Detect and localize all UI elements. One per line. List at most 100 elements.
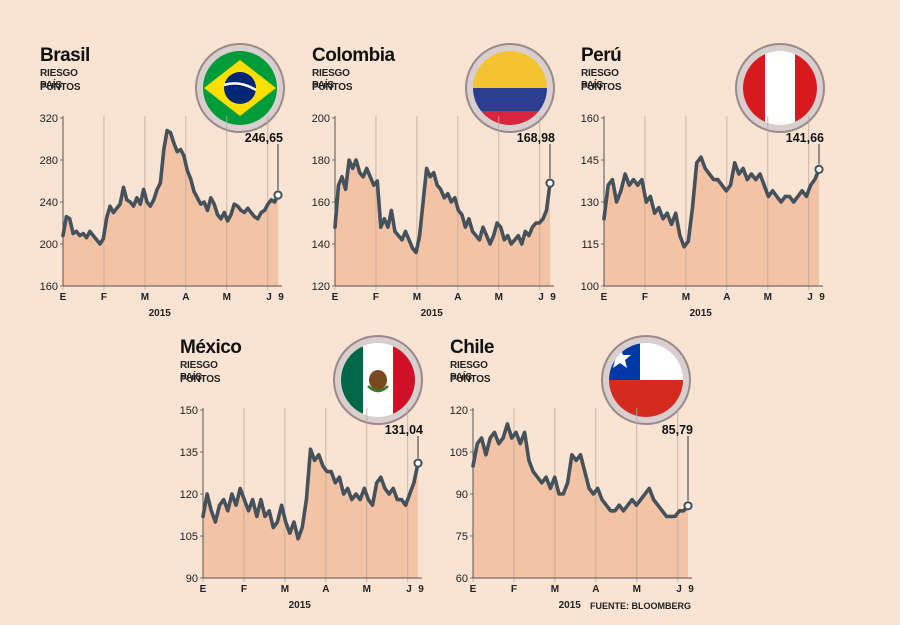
brasil-month-label: 9 (278, 292, 284, 303)
peru-month-label: J (807, 292, 813, 303)
chile-line (471, 422, 690, 519)
mexico-month-label: A (322, 584, 329, 595)
brasil-month-label: J (266, 292, 272, 303)
chile-month-label: M (551, 584, 559, 595)
mexico-flag-icon (333, 335, 423, 425)
mexico-ytick-label: 120 (180, 489, 198, 501)
peru-last-value: 141,66 (786, 131, 824, 145)
mexico-unit: PUNTOS (180, 374, 221, 385)
brasil-area (63, 130, 278, 286)
brasil-title: Brasil (40, 45, 90, 66)
mexico-area (203, 449, 418, 578)
colombia-month-label: E (332, 292, 339, 303)
chile-month-label: M (633, 584, 641, 595)
chile-ytick-label: 75 (456, 531, 468, 543)
chile-ytick-label: 120 (450, 405, 468, 417)
chile-year-label: 2015 (559, 600, 582, 611)
mexico-month-label: F (241, 584, 247, 595)
colombia-ytick-label: 120 (312, 281, 330, 293)
brasil-ytick-label: 160 (40, 281, 58, 293)
brasil-ytick-label: 320 (40, 113, 58, 125)
brasil-ytick-label: 280 (40, 155, 58, 167)
chile-month-label: A (592, 584, 599, 595)
colombia-subtitle: RIESGO PAÍS (312, 68, 350, 91)
mexico-last-point (413, 458, 423, 468)
brasil-month-label: F (101, 292, 107, 303)
chile-last-point (683, 501, 693, 511)
colombia-month-label: M (413, 292, 421, 303)
peru-month-label: M (764, 292, 772, 303)
mexico-ytick-label: 135 (180, 447, 198, 459)
peru-year-label: 2015 (690, 308, 713, 319)
chile-flag-icon (601, 335, 691, 425)
peru-month-label: E (601, 292, 608, 303)
brasil-unit: PUNTOS (40, 82, 81, 93)
peru-month-label: F (642, 292, 648, 303)
peru-ytick-label: 145 (581, 155, 599, 167)
chile-month-label: F (511, 584, 517, 595)
mexico-ytick-label: 90 (186, 573, 198, 585)
colombia-ytick-label: 200 (312, 113, 330, 125)
peru-ytick-label: 160 (581, 113, 599, 125)
brasil-ytick-label: 200 (40, 239, 58, 251)
colombia-area (335, 160, 550, 286)
colombia-line (333, 158, 552, 255)
brasil-chart: 160 200 240 280 320 246,65 E F M A M J 9 2015 (40, 113, 285, 319)
brasil-last-value: 246,65 (245, 131, 283, 145)
chile-month-label: 9 (688, 584, 694, 595)
brasil-line (61, 128, 280, 246)
mexico-year-label: 2015 (289, 600, 312, 611)
chile-area (473, 424, 688, 578)
colombia-year-label: 2015 (421, 308, 444, 319)
chile-chart: 60 75 90 105 120 85,79 E F M A M J 9 2015 (450, 405, 695, 611)
chile-ytick-label: 105 (450, 447, 468, 459)
chile-ytick-label: 60 (456, 573, 468, 585)
mexico-month-label: E (200, 584, 207, 595)
brasil-month-label: M (141, 292, 149, 303)
colombia-unit: PUNTOS (312, 82, 353, 93)
brasil-last-point (273, 190, 283, 200)
mexico-ytick-label: 105 (180, 531, 198, 543)
peru-line (602, 155, 821, 249)
peru-ytick-label: 115 (581, 239, 599, 251)
peru-flag-icon (735, 43, 825, 133)
brazil-flag-icon (195, 43, 285, 133)
mexico-title: México (180, 337, 242, 358)
brasil-month-label: M (223, 292, 231, 303)
mexico-subtitle: RIESGO PAÍS (180, 360, 218, 383)
chile-last-value: 85,79 (662, 423, 693, 437)
colombia-month-label: M (495, 292, 503, 303)
mexico-month-label: J (406, 584, 412, 595)
source-note: FUENTE: BLOOMBERG (590, 601, 691, 611)
colombia-month-label: F (373, 292, 379, 303)
peru-last-point (814, 164, 824, 174)
peru-title: Perú (581, 45, 622, 66)
brasil-month-label: A (182, 292, 189, 303)
peru-month-label: A (723, 292, 730, 303)
chile-title: Chile (450, 337, 494, 358)
mexico-line (201, 447, 420, 541)
brasil-year-label: 2015 (149, 308, 172, 319)
chile-month-label: E (470, 584, 477, 595)
brasil-ytick-label: 240 (40, 197, 58, 209)
colombia-flag-icon (465, 43, 555, 133)
mexico-chart: 90 105 120 135 150 131,04 E F M A M J 9 2015 (180, 405, 425, 611)
peru-unit: PUNTOS (581, 82, 622, 93)
mexico-month-label: 9 (418, 584, 424, 595)
colombia-last-value: 168,98 (517, 131, 555, 145)
brasil-subtitle: RIESGO PAÍS (40, 68, 78, 91)
colombia-ytick-label: 160 (312, 197, 330, 209)
peru-chart: 100 115 130 145 160 141,66 E F M A M J 9 2015 (581, 113, 826, 319)
colombia-month-label: A (454, 292, 461, 303)
colombia-ytick-label: 180 (312, 155, 330, 167)
peru-ytick-label: 100 (581, 281, 599, 293)
peru-month-label: M (682, 292, 690, 303)
chile-ytick-label: 90 (456, 489, 468, 501)
colombia-title: Colombia (312, 45, 395, 66)
mexico-last-value: 131,04 (385, 423, 423, 437)
chile-month-label: J (676, 584, 682, 595)
peru-subtitle: RIESGO PAÍS (581, 68, 619, 91)
peru-month-label: 9 (819, 292, 825, 303)
colombia-month-label: J (538, 292, 544, 303)
mexico-month-label: M (281, 584, 289, 595)
